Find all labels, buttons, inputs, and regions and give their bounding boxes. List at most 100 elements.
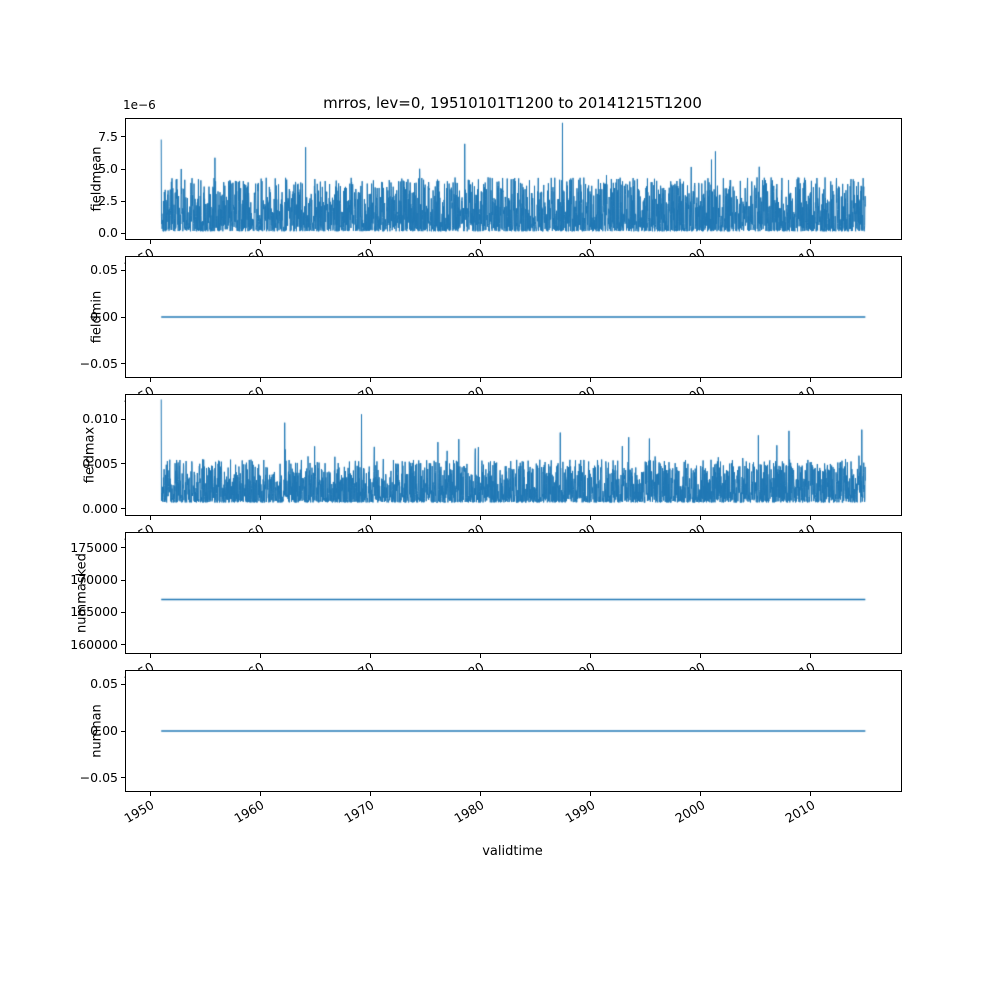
y-tick-mark <box>121 418 125 420</box>
y-tick-label: 2.5 <box>98 193 118 209</box>
y-tick-mark <box>121 730 125 732</box>
ylabel-fieldmin: fieldmin <box>89 290 105 344</box>
x-axis-label: validtime <box>482 844 543 859</box>
y-offset-text: 1e−6 <box>123 98 156 112</box>
axes-nummasked: 160000 165000 170000 175000 <box>70 532 902 658</box>
fieldmin-series-line <box>126 257 901 377</box>
y-tick-mark <box>121 777 125 779</box>
x-tick-mark <box>259 516 261 520</box>
x-tick-mark <box>149 240 151 244</box>
x-tick-mark <box>259 792 261 796</box>
numnan-series-line <box>126 671 901 791</box>
x-tick-label: 2010 <box>782 797 818 826</box>
x-tick-label: 1950 <box>121 797 157 826</box>
axes-fieldmax: 0.000 0.005 0.010 <box>82 394 902 520</box>
x-tick-label: 1980 <box>451 797 487 826</box>
x-tick-label: 1990 <box>561 797 598 826</box>
y-tick-mark <box>121 547 125 549</box>
x-tick-mark <box>369 792 371 796</box>
x-tick-mark <box>700 378 702 382</box>
y-tick-mark <box>121 644 125 646</box>
y-tick-mark <box>121 463 125 465</box>
y-tick-label: 0.005 <box>82 455 118 471</box>
y-tick-mark <box>121 611 125 613</box>
x-tick-label: 1970 <box>341 797 377 826</box>
x-tick-mark <box>590 378 592 382</box>
axes-numnan: 0.05 0.00 −0.05 <box>80 670 902 796</box>
x-tick-mark <box>590 792 592 796</box>
x-tick-mark <box>149 792 151 796</box>
y-tick-mark <box>121 508 125 510</box>
x-tick-mark <box>369 378 371 382</box>
x-tick-mark <box>700 792 702 796</box>
y-tick-label: 0.05 <box>90 676 118 692</box>
x-tick-mark <box>700 240 702 244</box>
y-tick-mark <box>121 579 125 581</box>
x-tick-label: 1960 <box>231 797 267 826</box>
figure-title: mrros, lev=0, 19510101T1200 to 20141215T… <box>323 94 702 112</box>
x-tick-mark <box>590 240 592 244</box>
x-tick-mark <box>810 792 812 796</box>
y-tick-mark <box>121 363 125 365</box>
x-tick-mark <box>149 654 151 658</box>
x-tick-mark <box>700 654 702 658</box>
y-tick-label: 0.000 <box>82 500 118 516</box>
y-tick-mark <box>121 136 125 138</box>
fieldmax-series-line <box>126 395 901 515</box>
x-tick-mark <box>479 516 481 520</box>
y-tick-label: 7.5 <box>98 128 118 144</box>
x-tick-mark <box>810 240 812 244</box>
x-tick-mark <box>149 516 151 520</box>
x-tick-mark <box>259 654 261 658</box>
x-tick-mark <box>259 240 261 244</box>
y-tick-label: −0.05 <box>79 769 118 785</box>
y-tick-mark <box>121 200 125 202</box>
ylabel-nummasked: nummasked <box>74 553 90 633</box>
y-tick-label: 175000 <box>70 539 118 555</box>
ylabel-fieldmean: fieldmean <box>89 146 105 212</box>
y-tick-label: 0.05 <box>90 262 118 278</box>
y-tick-mark <box>121 232 125 234</box>
x-tick-mark <box>810 516 812 520</box>
x-tick-mark <box>810 654 812 658</box>
x-tick-mark <box>259 378 261 382</box>
axes-fieldmean: 0.0 2.5 5.0 7.5 <box>98 118 902 244</box>
y-tick-label: 0.00 <box>90 309 118 324</box>
y-tick-mark <box>121 168 125 170</box>
x-tick-label: 2000 <box>672 797 708 826</box>
y-tick-mark <box>121 683 125 685</box>
x-tick-mark <box>700 516 702 520</box>
y-tick-label: 165000 <box>70 604 118 620</box>
x-tick-mark <box>149 378 151 382</box>
x-tick-mark <box>479 654 481 658</box>
y-tick-mark <box>121 316 125 318</box>
x-tick-mark <box>479 240 481 244</box>
y-tick-label: 160000 <box>70 636 118 652</box>
x-tick-mark <box>369 516 371 520</box>
y-tick-label: 5.0 <box>98 161 118 177</box>
ylabel-fieldmax: fieldmax <box>82 426 98 484</box>
ylabel-numnan: numnan <box>89 704 105 758</box>
fieldmean-series-line <box>126 119 901 239</box>
y-tick-label: −0.05 <box>79 355 118 371</box>
y-tick-label: 170000 <box>70 572 118 588</box>
x-tick-mark <box>369 654 371 658</box>
x-tick-mark <box>810 378 812 382</box>
y-tick-mark <box>121 269 125 271</box>
nummasked-series-line <box>126 533 901 653</box>
y-tick-label: 0.010 <box>82 411 118 427</box>
axes-fieldmin: 0.05 0.00 −0.05 <box>80 256 902 382</box>
x-tick-mark <box>479 792 481 796</box>
y-tick-label: 0.0 <box>98 225 118 241</box>
x-tick-mark <box>479 378 481 382</box>
y-tick-label: 0.00 <box>90 723 118 738</box>
x-tick-mark <box>590 654 592 658</box>
subplot-numnan: 1950 1960 1970 1980 1990 2000 2010 0.05 0.00 −0.… <box>80 670 902 826</box>
x-tick-mark <box>369 240 371 244</box>
x-tick-mark <box>590 516 592 520</box>
